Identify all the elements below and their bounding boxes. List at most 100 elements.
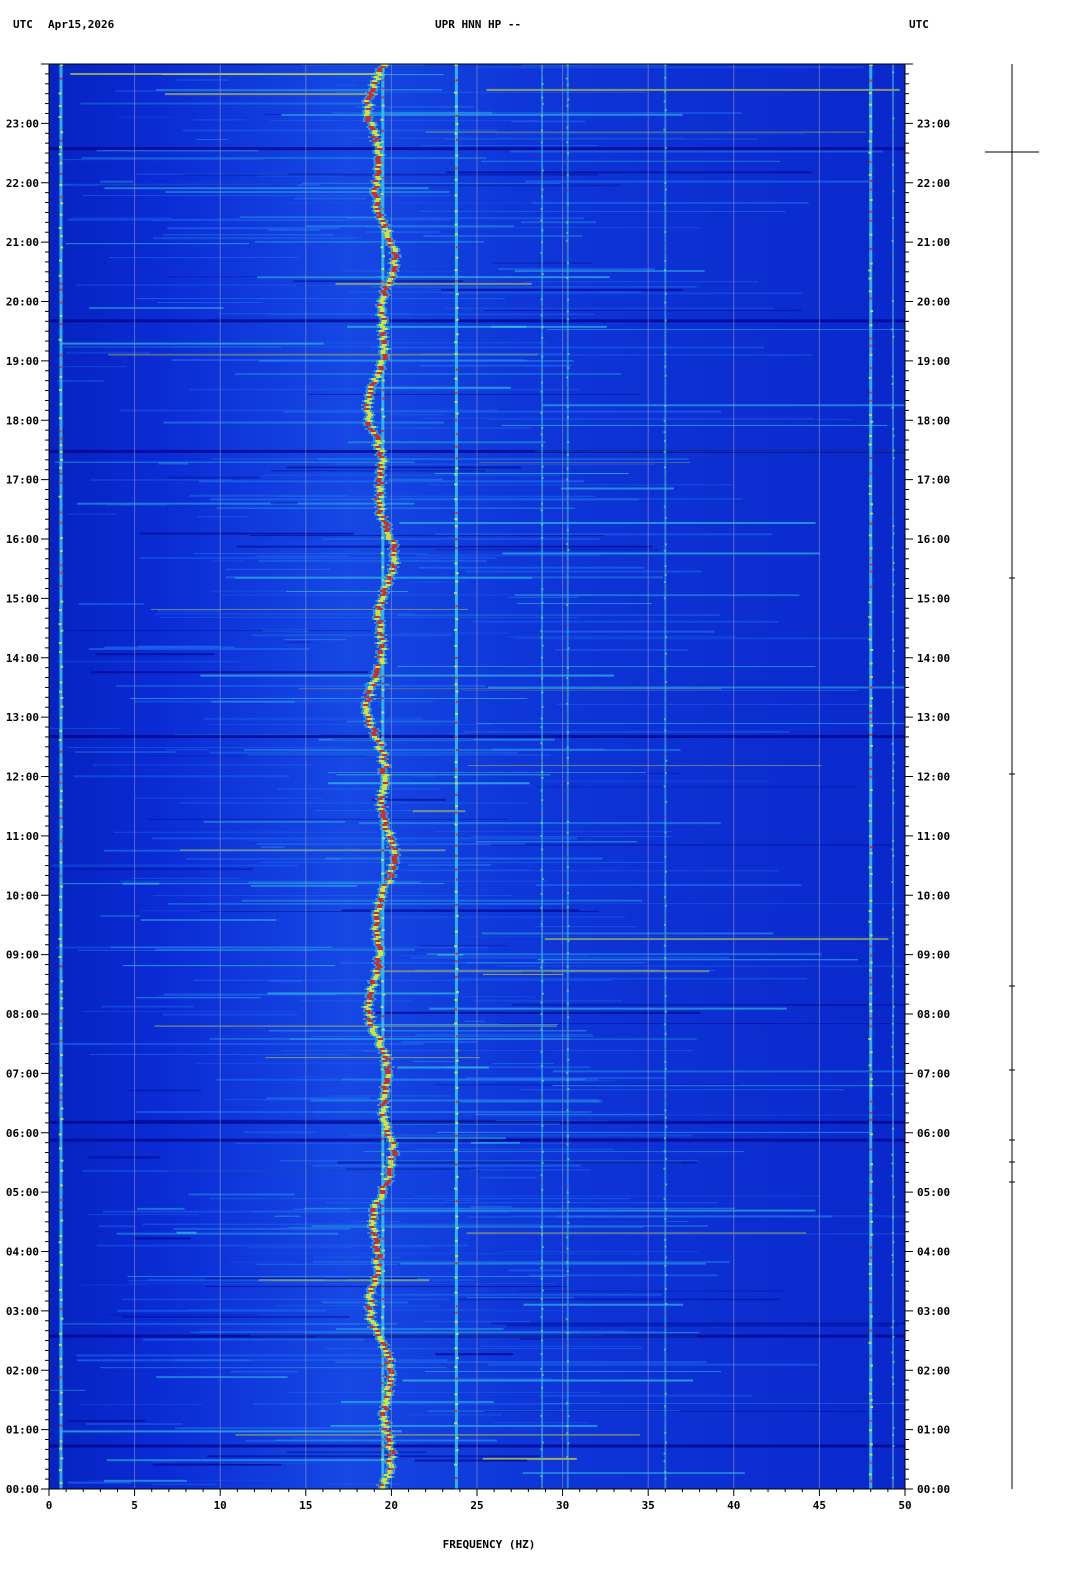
line-speckle (60, 600, 64, 603)
track-core (363, 702, 369, 704)
line-speckle (60, 1317, 64, 1320)
line-speckle (381, 872, 385, 875)
noise-streak (427, 1410, 680, 1412)
line-speckle (455, 793, 459, 796)
time-tick-label-right: 04:00 (917, 1246, 950, 1259)
track-core (380, 298, 386, 300)
line-speckle (566, 1109, 569, 1112)
line-speckle (454, 1134, 458, 1137)
line-speckle (541, 427, 544, 430)
frequency-axis: 0 5 10 15 20 25 30 35 40 45 50 (46, 1488, 912, 1512)
track-core (381, 1424, 387, 1426)
track-core (372, 130, 378, 132)
noise-streak (540, 1233, 905, 1235)
line-speckle (664, 230, 667, 233)
line-speckle (59, 1027, 63, 1030)
track-core (369, 1232, 375, 1234)
track-core (384, 236, 390, 238)
line-speckle (455, 256, 459, 259)
noise-streak (325, 1278, 347, 1281)
track-core (381, 1110, 387, 1112)
track-core (368, 386, 374, 388)
track-core (391, 556, 397, 558)
track-core (376, 442, 382, 444)
track-core (367, 718, 373, 720)
line-speckle (455, 1200, 459, 1203)
track-core (382, 1096, 388, 1098)
noise-streak (88, 648, 310, 651)
time-tick-label-right: 12:00 (917, 771, 950, 784)
noise-streak (104, 646, 235, 649)
noise-streak (416, 554, 600, 557)
line-speckle (382, 87, 386, 90)
track-core (382, 782, 388, 784)
line-speckle (663, 924, 666, 927)
track-core (373, 1238, 379, 1240)
noise-streak (418, 566, 645, 569)
noise-streak (341, 1078, 586, 1081)
noise-streak (211, 560, 245, 562)
track-core (379, 1346, 385, 1348)
noise-streak (365, 227, 701, 229)
noise-streak (312, 1164, 581, 1167)
line-speckle (382, 397, 386, 400)
track-core (375, 968, 381, 970)
line-speckle (891, 511, 894, 514)
track-core (369, 990, 375, 992)
line-speckle (455, 914, 459, 917)
noise-streak (325, 1202, 718, 1204)
track-core (379, 1104, 385, 1106)
track-core (387, 1366, 393, 1368)
noise-streak (310, 1035, 594, 1037)
noise-streak (395, 955, 589, 957)
track-core (384, 878, 390, 880)
line-speckle (892, 1015, 895, 1018)
track-core (385, 1126, 391, 1128)
line-speckle (541, 691, 544, 694)
line-speckle (664, 976, 667, 979)
line-speckle (454, 1071, 458, 1074)
noise-streak (89, 478, 232, 481)
track-core (383, 224, 389, 226)
line-speckle (566, 1455, 569, 1458)
line-speckle (58, 1066, 62, 1069)
line-speckle (455, 457, 459, 460)
track-core (394, 256, 400, 258)
line-speckle (665, 652, 668, 655)
track-core (372, 680, 378, 682)
line-speckle (868, 1461, 872, 1464)
track-core (378, 214, 384, 216)
time-tick-label-left: 01:00 (6, 1424, 39, 1437)
line-speckle (380, 849, 384, 852)
noise-streak (276, 1304, 440, 1307)
noise-streak (136, 997, 261, 999)
track-core (375, 940, 381, 942)
line-speckle (541, 770, 544, 773)
noise-streak (270, 120, 539, 122)
noise-streak (95, 653, 215, 656)
line-speckle (892, 99, 895, 102)
line-speckle (567, 977, 570, 980)
noise-streak (154, 612, 415, 615)
line-speckle (567, 891, 570, 894)
track-core (378, 742, 384, 744)
noise-streak (283, 639, 346, 641)
line-speckle (540, 717, 543, 720)
line-speckle (869, 1256, 873, 1259)
noise-streak (427, 953, 822, 956)
line-speckle (540, 1414, 543, 1417)
track-core (378, 518, 384, 520)
line-speckle (541, 402, 544, 405)
track-core (377, 948, 383, 950)
track-core (377, 510, 383, 512)
line-speckle (664, 1032, 667, 1035)
track-core (377, 476, 383, 478)
track-core (369, 1030, 375, 1032)
line-speckle (454, 1366, 458, 1369)
noise-streak (482, 1457, 577, 1460)
noise-streak (209, 751, 519, 754)
track-core (380, 346, 386, 348)
track-core (380, 594, 386, 596)
line-speckle (869, 522, 873, 525)
track-core (381, 752, 387, 754)
